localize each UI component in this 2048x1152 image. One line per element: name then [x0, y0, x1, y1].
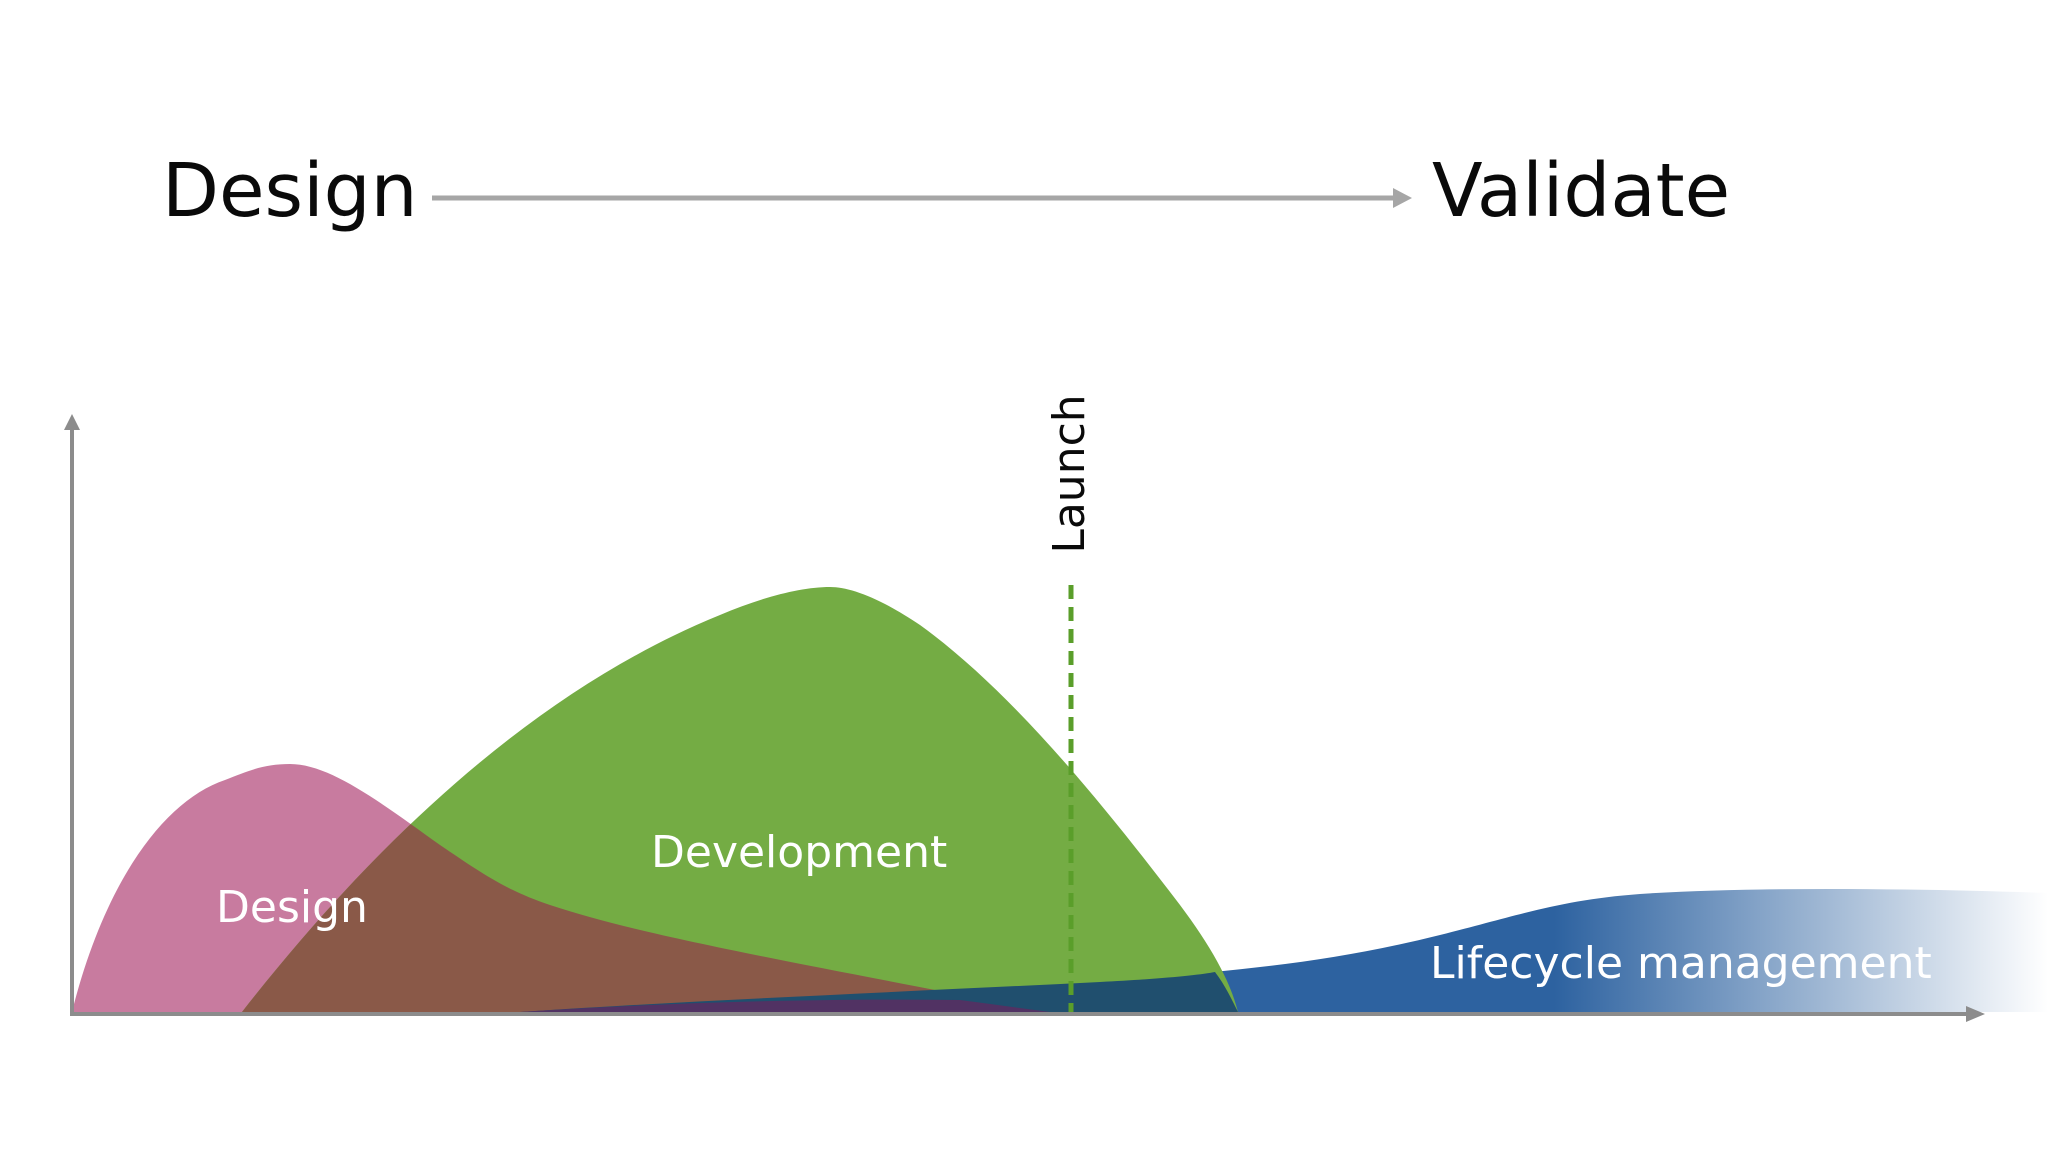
start-label: Design [162, 148, 418, 234]
lifecycle-overlap-strip [520, 972, 1238, 1012]
end-label: Validate [1432, 148, 1731, 234]
lifecycle-area [520, 888, 2048, 1012]
arrowhead-icon [1393, 188, 1412, 208]
x-axis-arrowhead-icon [1966, 1006, 1985, 1022]
lifecycle-phase-label: Lifecycle management [1430, 938, 1932, 989]
development-phase-label: Development [651, 827, 948, 878]
design-phase-label: Design [216, 882, 368, 933]
design-lifecycle-sliver [520, 999, 1050, 1012]
y-axis-arrowhead-icon [64, 414, 80, 430]
launch-label: Launch [1044, 394, 1095, 554]
